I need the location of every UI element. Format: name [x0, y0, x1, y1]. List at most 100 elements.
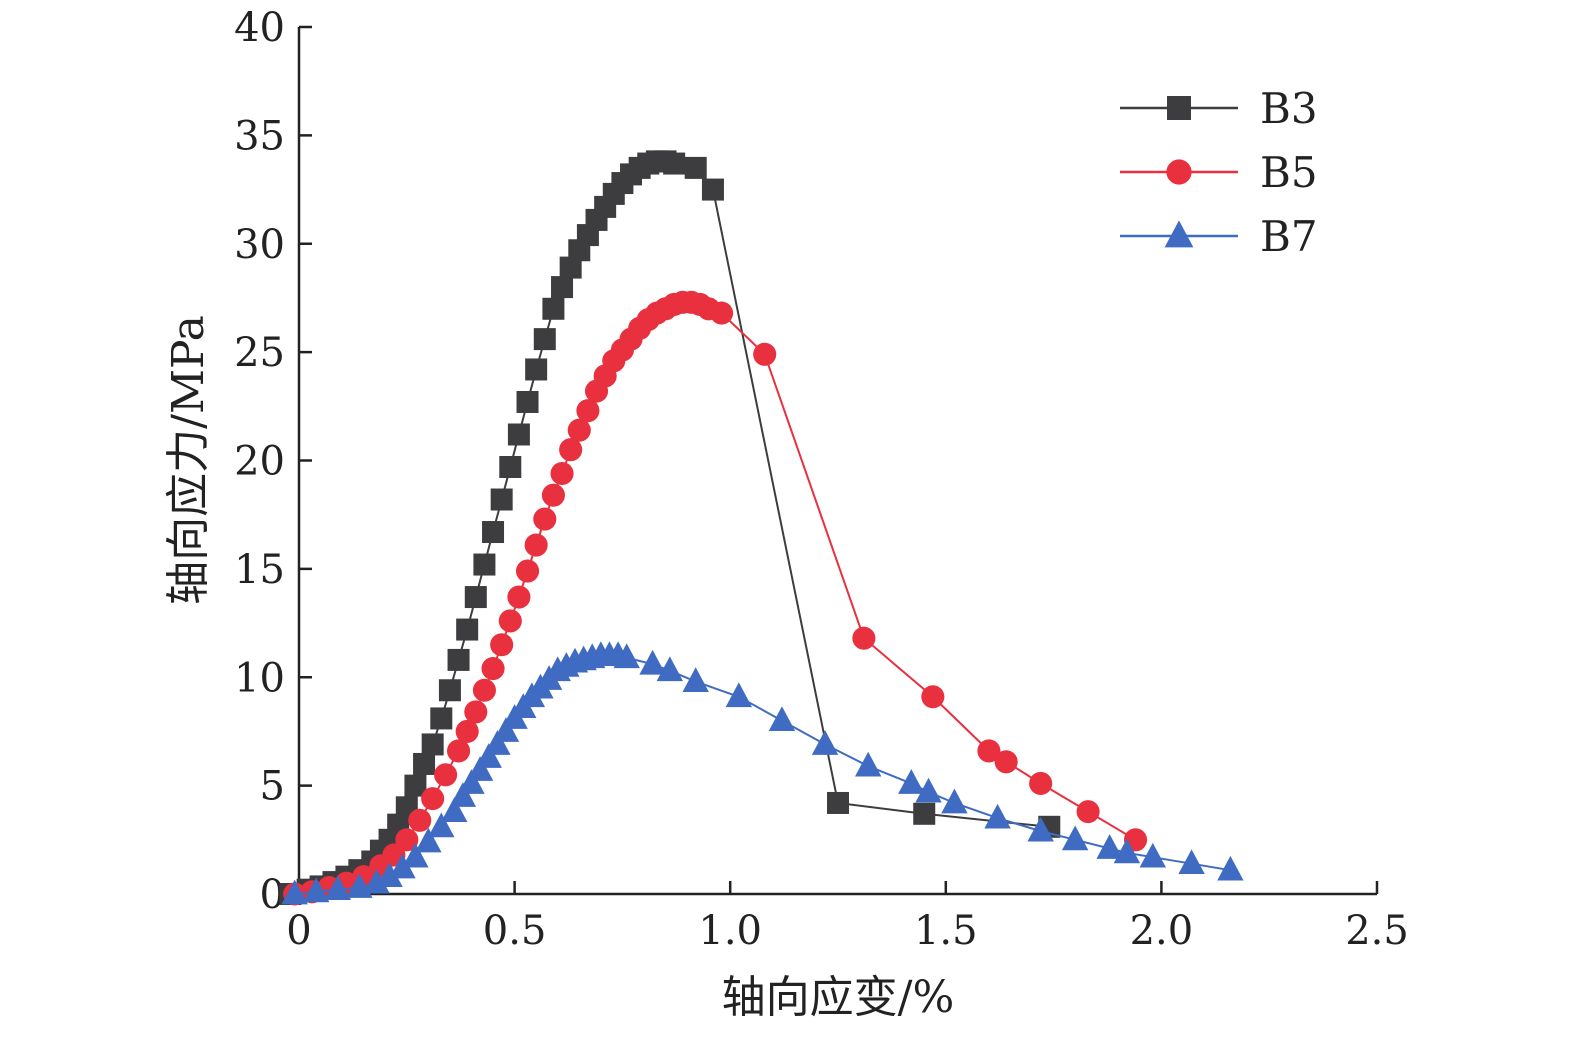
data-point-b5 [446, 739, 471, 763]
y-axis-title: 轴向应力/MPa [163, 315, 214, 605]
data-point-b5 [421, 787, 445, 811]
data-point-b7 [854, 751, 882, 777]
series-group [279, 150, 1244, 906]
data-point-b3 [559, 256, 582, 279]
data-point-b7 [458, 769, 485, 794]
y-tick-label: 15 [234, 547, 285, 593]
data-point-b7 [613, 643, 640, 669]
data-point-b7 [768, 706, 796, 731]
data-point-b5 [921, 685, 945, 709]
data-point-b5 [524, 533, 548, 557]
data-point-b7 [303, 877, 330, 903]
data-point-b3 [456, 618, 479, 641]
data-point-b5 [576, 399, 600, 423]
y-tick-label: 10 [234, 655, 285, 701]
data-point-b7 [376, 862, 403, 888]
y-tick-label: 20 [234, 439, 285, 485]
data-point-b5 [395, 828, 419, 852]
data-point-b3 [525, 358, 548, 381]
data-point-b5 [472, 678, 496, 702]
data-point-b7 [363, 868, 390, 894]
x-tick-label: 2.0 [1130, 908, 1194, 954]
data-point-b3 [516, 390, 539, 413]
data-point-b5 [498, 609, 522, 633]
data-point-b5 [455, 719, 479, 743]
data-point-b7 [1061, 825, 1089, 851]
data-point-b7 [915, 777, 942, 803]
data-point-b5 [550, 461, 574, 486]
data-point-b5 [541, 483, 565, 507]
x-tick-label: 0 [286, 908, 311, 954]
data-point-b7 [428, 812, 455, 838]
x-tick-label: 0.5 [483, 908, 547, 954]
data-point-b5 [408, 808, 432, 832]
data-point-b3 [499, 456, 522, 479]
legend-marker-b5 [1166, 159, 1192, 185]
data-point-b5 [567, 418, 591, 442]
data-point-b7 [725, 682, 753, 708]
y-tick-label: 25 [234, 330, 285, 376]
data-point-b7 [389, 853, 416, 879]
series-b3 [279, 150, 1061, 905]
legend-marker-b7 [1164, 220, 1194, 248]
data-point-b3 [701, 178, 724, 201]
data-point-b7 [1096, 834, 1123, 859]
data-point-b5 [464, 700, 488, 724]
data-point-b7 [441, 797, 468, 823]
legend-label-b7: B7 [1260, 212, 1318, 261]
legend-item-b7: B7 [1120, 212, 1318, 261]
data-point-b7 [984, 803, 1011, 829]
data-point-b3 [404, 774, 427, 797]
data-point-b7 [656, 656, 684, 682]
data-point-b7 [492, 717, 520, 742]
series-b5 [283, 290, 1148, 906]
data-point-b7 [1027, 816, 1054, 842]
data-point-b7 [682, 667, 709, 692]
legend-label-b3: B3 [1260, 84, 1318, 133]
data-point-b5 [852, 626, 876, 650]
data-point-b5 [481, 657, 505, 681]
data-point-b5 [507, 585, 531, 609]
data-point-b7 [324, 875, 352, 901]
data-point-b5 [994, 750, 1018, 774]
data-point-b5 [434, 763, 458, 787]
legend-item-b3: B3 [1120, 84, 1318, 133]
y-tick-label: 40 [234, 5, 285, 51]
x-tick-label: 1.0 [698, 908, 762, 954]
x-tick-label: 2.5 [1345, 908, 1409, 954]
data-point-b7 [484, 730, 511, 755]
data-point-b3 [473, 553, 496, 576]
data-point-b3 [533, 328, 556, 351]
data-point-b7 [1178, 849, 1205, 875]
data-point-b5 [753, 342, 777, 366]
data-point-b3 [447, 648, 470, 671]
data-point-b3 [482, 521, 505, 544]
data-point-b7 [402, 842, 429, 868]
data-point-b3 [438, 679, 461, 702]
data-point-b7 [475, 743, 502, 768]
data-point-b7 [449, 782, 477, 807]
legend: B3 B5 B7 [1120, 84, 1318, 261]
data-point-b5 [515, 559, 540, 583]
data-point-b3 [464, 586, 487, 609]
x-axis-title: 轴向应变/% [722, 972, 955, 1023]
legend-marker-b3 [1167, 96, 1191, 120]
data-point-b3 [551, 276, 574, 299]
data-point-b5 [710, 301, 734, 325]
data-point-b3 [421, 733, 444, 756]
data-point-b7 [466, 756, 494, 781]
y-tick-label: 5 [260, 764, 285, 810]
data-point-b3 [827, 791, 849, 814]
data-point-b7 [415, 827, 442, 853]
data-point-b3 [542, 297, 565, 320]
series-line-b5 [294, 301, 1137, 895]
data-point-b3 [684, 156, 707, 179]
y-tick-label: 30 [234, 222, 285, 268]
data-point-b5 [977, 739, 1001, 763]
data-point-b5 [490, 633, 514, 657]
legend-label-b5: B5 [1260, 148, 1318, 197]
data-point-b7 [639, 649, 666, 675]
